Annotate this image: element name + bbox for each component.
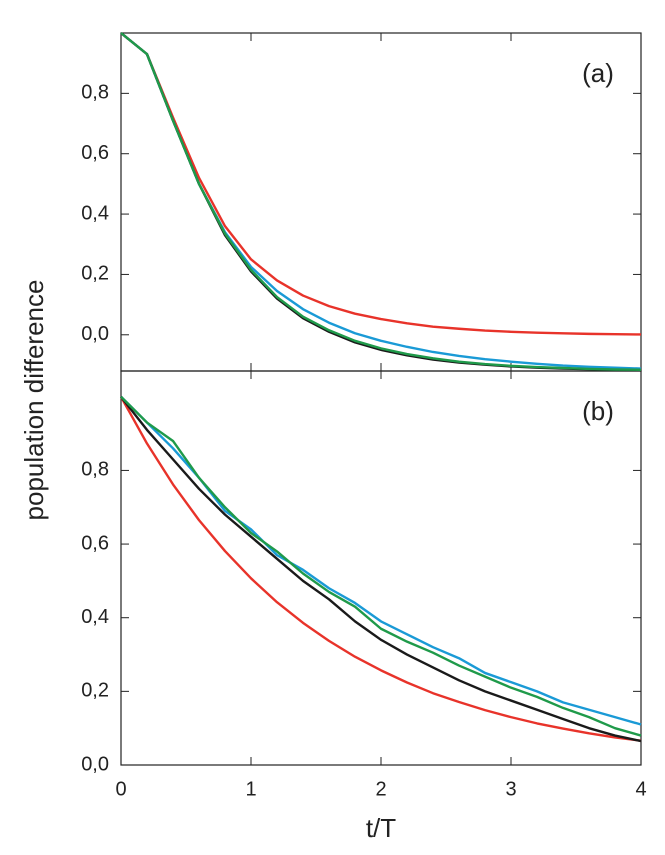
y-tick-label: 0,4: [81, 606, 109, 628]
line: [120, 32, 642, 371]
panel-label: (a): [582, 58, 614, 88]
y-tick-label: 0,4: [81, 202, 109, 224]
x-tick-label: 2: [375, 778, 386, 800]
y-tick-label: 0,0: [81, 753, 109, 775]
x-tick-label: 4: [635, 778, 646, 800]
y-tick-label: 0,2: [81, 263, 109, 285]
y-axis-label: population difference: [19, 280, 49, 521]
line: [120, 32, 642, 336]
line: [120, 395, 642, 726]
x-tick-label: 0: [115, 778, 126, 800]
y-tick-label: 0,2: [81, 680, 109, 702]
y-tick-label: 0,8: [81, 459, 109, 481]
panel-label: (b): [582, 396, 614, 426]
y-tick-label: 0,0: [81, 323, 109, 345]
y-tick-label: 0,8: [81, 82, 109, 104]
x-axis-label: t/T: [366, 813, 396, 843]
line: [119, 396, 642, 742]
x-tick-label: 1: [245, 778, 256, 800]
y-tick-label: 0,6: [81, 142, 109, 164]
line: [120, 395, 642, 737]
y-tick-label: 0,6: [81, 532, 109, 554]
panel-b-frame: [120, 370, 642, 766]
line: [120, 396, 642, 743]
x-tick-label: 3: [505, 778, 516, 800]
